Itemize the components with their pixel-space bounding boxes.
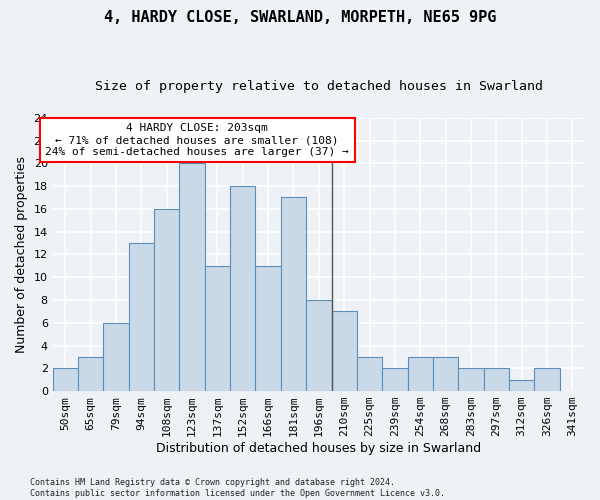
Bar [535, 368, 560, 391]
Bar [103, 323, 129, 391]
Bar [256, 266, 281, 391]
Bar [179, 164, 205, 391]
Bar [509, 380, 535, 391]
Bar [332, 312, 357, 391]
Bar [53, 368, 78, 391]
Bar [281, 198, 306, 391]
Y-axis label: Number of detached properties: Number of detached properties [15, 156, 28, 353]
Text: Contains HM Land Registry data © Crown copyright and database right 2024.
Contai: Contains HM Land Registry data © Crown c… [30, 478, 445, 498]
Text: 4 HARDY CLOSE: 203sqm
← 71% of detached houses are smaller (108)
24% of semi-det: 4 HARDY CLOSE: 203sqm ← 71% of detached … [45, 124, 349, 156]
Bar [230, 186, 256, 391]
Bar [154, 209, 179, 391]
Bar [78, 357, 103, 391]
Bar [357, 357, 382, 391]
Bar [484, 368, 509, 391]
Bar [433, 357, 458, 391]
Bar [306, 300, 332, 391]
Bar [458, 368, 484, 391]
Text: 4, HARDY CLOSE, SWARLAND, MORPETH, NE65 9PG: 4, HARDY CLOSE, SWARLAND, MORPETH, NE65 … [104, 10, 496, 25]
Bar [205, 266, 230, 391]
Bar [407, 357, 433, 391]
Bar [129, 243, 154, 391]
Title: Size of property relative to detached houses in Swarland: Size of property relative to detached ho… [95, 80, 543, 93]
X-axis label: Distribution of detached houses by size in Swarland: Distribution of detached houses by size … [156, 442, 481, 455]
Bar [382, 368, 407, 391]
